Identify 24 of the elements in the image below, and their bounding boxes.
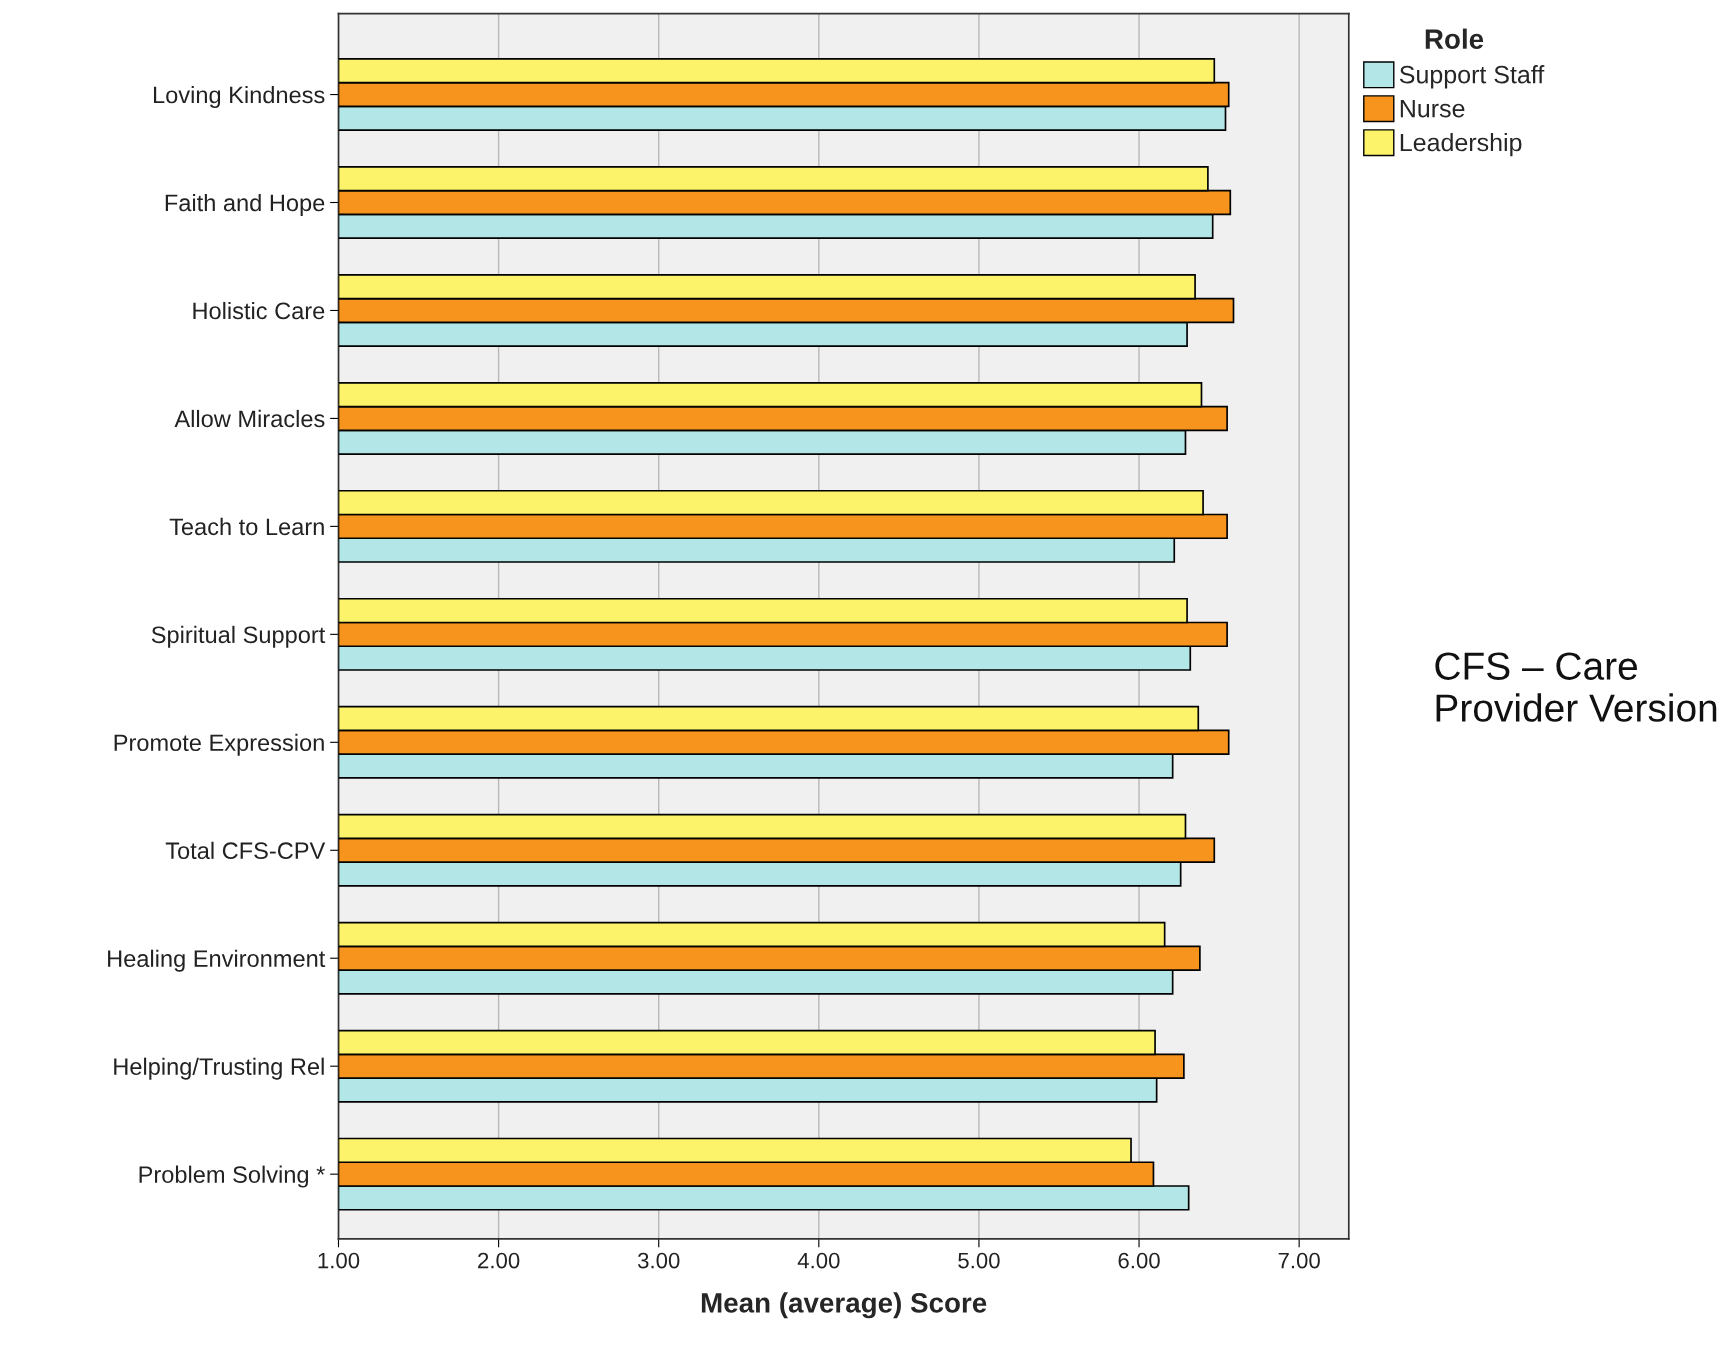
x-tick-label: 5.00 xyxy=(958,1252,1000,1269)
y-tick-label: Total CFS-CPV xyxy=(165,841,326,860)
x-tick-label: 1.00 xyxy=(318,1252,360,1269)
legend-title: Role xyxy=(1425,28,1484,49)
y-tick-label: Holistic Care xyxy=(193,301,325,320)
y-tick-label: Healing Environment xyxy=(108,949,326,972)
x-tick-label: 4.00 xyxy=(797,1252,840,1269)
legend-label: Support Staff xyxy=(1399,65,1545,89)
y-tick-label: Helping/Trusting Rel xyxy=(114,1057,324,1080)
y-tick-label: Spiritual Support xyxy=(151,625,326,648)
y-tick-label: Loving Kindness xyxy=(153,85,325,108)
x-tick-label: 3.00 xyxy=(637,1252,680,1269)
y-tick-label: Faith and Hope xyxy=(165,193,325,216)
x-tick-label: 6.00 xyxy=(1118,1252,1160,1269)
x-tick-label: 7.00 xyxy=(1278,1252,1320,1269)
x-axis-title: Mean (average) Score xyxy=(701,1292,987,1319)
legend-label: Nurse xyxy=(1400,99,1465,118)
x-tick-label: 2.00 xyxy=(478,1252,520,1269)
y-tick-label: Allow Miracles xyxy=(174,409,325,428)
text: CFS – Care Provider Version xyxy=(1435,652,1717,722)
legend-label: Leadership xyxy=(1400,132,1522,157)
y-tick-label: Teach to Learn xyxy=(169,517,324,536)
y-tick-label: Problem Solving * xyxy=(139,1165,325,1188)
y-tick-label: Promote Expression xyxy=(114,733,324,756)
